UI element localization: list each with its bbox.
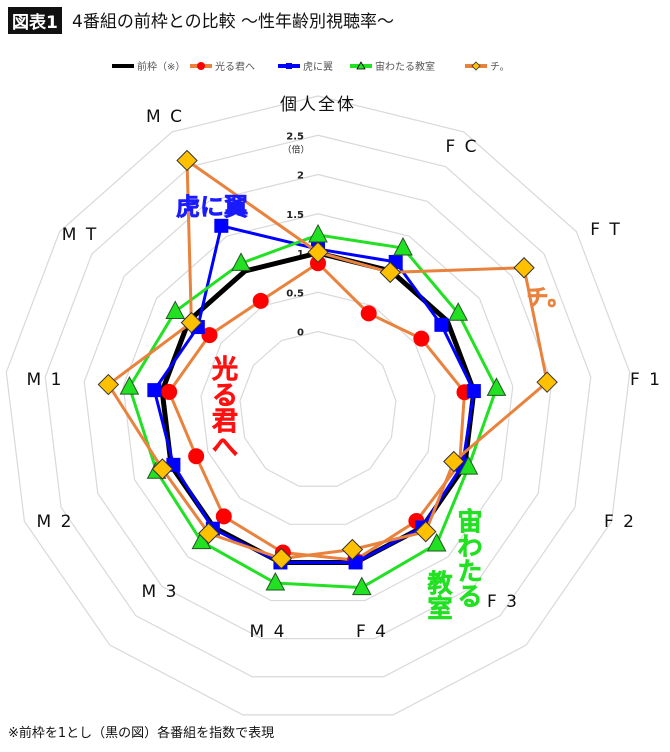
footnote: ※前枠を1とし（黒の図）各番組を指数で表現 bbox=[8, 726, 275, 741]
series-line-0 bbox=[159, 250, 477, 565]
annotation-tora-ni-tsubasa: 虎に翼 bbox=[176, 193, 248, 221]
category-label: F 1 bbox=[630, 370, 662, 390]
category-label: M 2 bbox=[37, 512, 74, 532]
data-point-diamond bbox=[415, 520, 437, 543]
series-line-1 bbox=[167, 261, 467, 562]
gridline bbox=[83, 173, 553, 640]
data-point-circle bbox=[310, 255, 326, 272]
category-label: 個人全体 bbox=[280, 95, 356, 115]
category-label: F T bbox=[590, 220, 622, 240]
category-label: M 1 bbox=[27, 370, 64, 390]
data-point-circle bbox=[201, 327, 218, 344]
data-point-square bbox=[214, 218, 229, 233]
annotation-hikaru-kimi-e: 光る君へ bbox=[211, 355, 239, 464]
data-point-diamond bbox=[176, 149, 198, 172]
data-point-triangle bbox=[393, 236, 413, 256]
data-point-triangle bbox=[351, 576, 372, 596]
data-point-triangle bbox=[458, 455, 479, 475]
data-point-diamond bbox=[97, 373, 120, 396]
data-point-diamond bbox=[341, 538, 364, 561]
series-line-2 bbox=[152, 224, 476, 564]
category-label: M T bbox=[62, 225, 98, 245]
data-point-triangle bbox=[165, 300, 186, 319]
tick-label: 1 bbox=[297, 249, 304, 260]
data-point-diamond bbox=[151, 458, 174, 480]
unit-label: （倍） bbox=[282, 143, 309, 155]
data-point-circle bbox=[188, 448, 205, 465]
data-point-square bbox=[434, 317, 449, 332]
gridline bbox=[239, 330, 397, 487]
annotation-char: 室 bbox=[427, 594, 452, 623]
data-point-circle bbox=[252, 292, 269, 309]
annotation-char: へ bbox=[212, 433, 238, 463]
data-point-diamond bbox=[197, 522, 220, 545]
chart-title: 4番組の前枠との比較 ～性年齢別視聴率～ bbox=[72, 12, 395, 32]
annotation-char: 君 bbox=[212, 407, 238, 437]
gridline bbox=[200, 291, 436, 525]
legend-label: 光る君へ bbox=[215, 60, 255, 73]
annotation-char: た bbox=[457, 557, 482, 586]
annotation-char: 宙 bbox=[457, 507, 482, 536]
data-point-triangle bbox=[119, 376, 140, 395]
legend-label: 虎に翼 bbox=[303, 61, 333, 73]
data-point-diamond bbox=[443, 450, 465, 473]
legend-marker bbox=[286, 63, 292, 69]
gridline bbox=[44, 134, 592, 678]
legend-label: チ。 bbox=[490, 61, 510, 73]
tick-label: 0.5 bbox=[286, 288, 304, 299]
data-point-triangle bbox=[231, 252, 251, 271]
data-point-circle bbox=[215, 508, 232, 525]
data-point-diamond bbox=[513, 257, 535, 279]
annotation-sora-wataru-col2: 教室 bbox=[427, 569, 454, 624]
series-line-4 bbox=[106, 158, 549, 561]
data-point-diamond bbox=[307, 241, 329, 263]
category-label: M C bbox=[146, 107, 184, 127]
annotation-sora-wataru-col1: 宙わたる bbox=[457, 507, 483, 612]
data-point-triangle bbox=[265, 571, 286, 591]
data-point-diamond bbox=[270, 547, 293, 570]
category-label: F C bbox=[445, 137, 478, 157]
data-point-circle bbox=[360, 305, 377, 322]
figure-label: 図表1 bbox=[8, 7, 62, 34]
legend-marker bbox=[197, 62, 205, 70]
gridline bbox=[5, 95, 631, 716]
category-label: F 3 bbox=[487, 592, 519, 612]
data-point-circle bbox=[161, 383, 178, 400]
legend-marker bbox=[471, 61, 481, 71]
legend-label: 宙わたる教室 bbox=[375, 60, 435, 73]
series-line-3 bbox=[127, 233, 498, 590]
data-point-square bbox=[466, 384, 481, 399]
data-point-square bbox=[147, 383, 162, 398]
category-label: F 2 bbox=[604, 512, 636, 532]
data-point-triangle bbox=[486, 377, 507, 396]
annotation-chi: チ。 bbox=[527, 286, 570, 311]
annotation-char: わ bbox=[457, 532, 482, 561]
gridline bbox=[122, 213, 514, 602]
tick-label: 0 bbox=[297, 328, 304, 339]
data-point-diamond bbox=[180, 311, 203, 334]
annotation-char: る bbox=[457, 582, 482, 611]
data-point-triangle bbox=[308, 223, 328, 243]
category-label: M 4 bbox=[250, 622, 287, 642]
data-point-circle bbox=[413, 330, 430, 347]
tick-label: 2.5 bbox=[286, 131, 304, 142]
category-label: M 3 bbox=[142, 582, 179, 602]
tick-label: 1.5 bbox=[286, 210, 304, 221]
data-point-triangle bbox=[448, 302, 469, 321]
annotation-char: 教 bbox=[427, 569, 453, 598]
category-label: F 4 bbox=[356, 622, 388, 642]
data-point-diamond bbox=[536, 371, 558, 393]
data-point-diamond bbox=[379, 261, 401, 284]
legend-label: 前枠（※） bbox=[137, 60, 185, 73]
annotation-char: る bbox=[212, 381, 238, 411]
legend-marker bbox=[356, 61, 366, 70]
data-point-triangle bbox=[426, 532, 447, 552]
annotation-char: 光 bbox=[211, 355, 238, 385]
tick-label: 2 bbox=[297, 171, 304, 182]
